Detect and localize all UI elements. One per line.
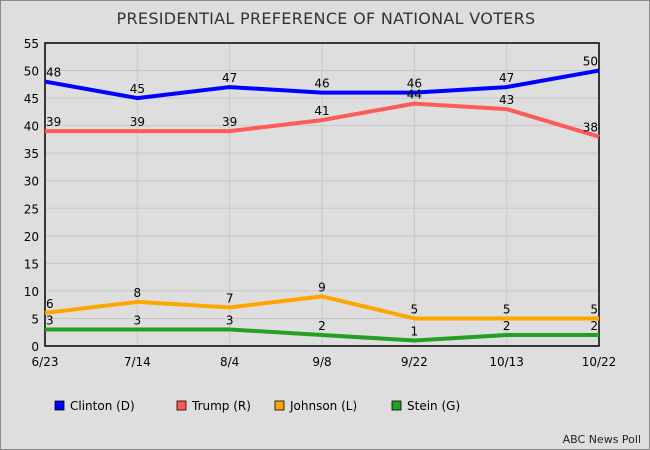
- data-label-stein: 2: [318, 319, 326, 333]
- data-label-trump: 39: [46, 115, 61, 129]
- legend-label-johnson: Johnson (L): [289, 399, 357, 413]
- data-label-stein: 2: [503, 319, 511, 333]
- data-label-johnson: 5: [503, 302, 511, 316]
- data-label-johnson: 9: [318, 280, 326, 294]
- data-label-stein: 1: [411, 324, 419, 338]
- data-label-clinton: 46: [314, 77, 329, 91]
- data-label-trump: 44: [407, 88, 422, 102]
- legend-swatch-johnson: [274, 400, 285, 411]
- y-tick-label: 0: [31, 340, 39, 354]
- data-label-clinton: 45: [130, 82, 145, 96]
- data-label-clinton: 48: [46, 66, 61, 80]
- legend-label-clinton: Clinton (D): [70, 399, 135, 413]
- y-tick-label: 35: [24, 147, 39, 161]
- legend-label-trump: Trump (R): [191, 399, 251, 413]
- x-tick-label: 9/8: [312, 355, 331, 369]
- plot-border: [44, 42, 600, 347]
- y-tick-label: 15: [24, 257, 39, 271]
- data-label-clinton: 47: [499, 71, 514, 85]
- data-label-clinton: 50: [583, 55, 598, 69]
- legend-swatch-clinton: [54, 400, 65, 411]
- data-label-stein: 2: [590, 319, 598, 333]
- data-label-stein: 3: [134, 313, 142, 327]
- series-line-johnson: [44, 294, 599, 321]
- x-tick-label: 10/13: [489, 355, 524, 369]
- data-label-trump: 39: [222, 115, 237, 129]
- data-label-johnson: 8: [134, 286, 142, 300]
- legend-swatch-trump: [176, 400, 187, 411]
- x-tick-label: 9/22: [401, 355, 428, 369]
- y-tick-label: 40: [24, 120, 39, 134]
- y-tick-label: 25: [24, 202, 39, 216]
- y-tick-label: 30: [24, 175, 39, 189]
- x-tick-label: 10/22: [582, 355, 617, 369]
- data-label-trump: 39: [130, 115, 145, 129]
- x-tick-label: 8/4: [220, 355, 239, 369]
- data-label-clinton: 47: [222, 71, 237, 85]
- data-label-clinton: 46: [407, 77, 422, 91]
- data-label-johnson: 7: [226, 291, 234, 305]
- legend-label-stein: Stein (G): [407, 399, 460, 413]
- chart-title: PRESIDENTIAL PREFERENCE OF NATIONAL VOTE…: [116, 9, 536, 28]
- y-tick-label: 45: [24, 92, 39, 106]
- series-line-trump: [45, 101, 600, 139]
- y-tick-label: 10: [24, 285, 39, 299]
- y-tick-label: 55: [24, 37, 39, 51]
- y-tick-label: 5: [31, 312, 39, 326]
- x-tick-label: 6/23: [32, 355, 59, 369]
- data-label-trump: 41: [314, 104, 329, 118]
- data-label-stein: 3: [226, 313, 234, 327]
- x-tick-label: 7/14: [124, 355, 151, 369]
- legend-swatch-stein: [391, 400, 402, 411]
- data-label-stein: 3: [46, 313, 54, 327]
- data-label-trump: 38: [583, 121, 598, 135]
- series-line-stein: [45, 327, 599, 343]
- source-credit: ABC News Poll: [562, 433, 641, 446]
- data-label-johnson: 6: [46, 297, 54, 311]
- data-label-johnson: 5: [590, 302, 598, 316]
- y-tick-label: 20: [24, 230, 39, 244]
- data-label-trump: 43: [499, 93, 514, 107]
- data-label-johnson: 5: [411, 302, 419, 316]
- y-tick-label: 50: [24, 65, 39, 79]
- series-line-clinton: [44, 68, 600, 101]
